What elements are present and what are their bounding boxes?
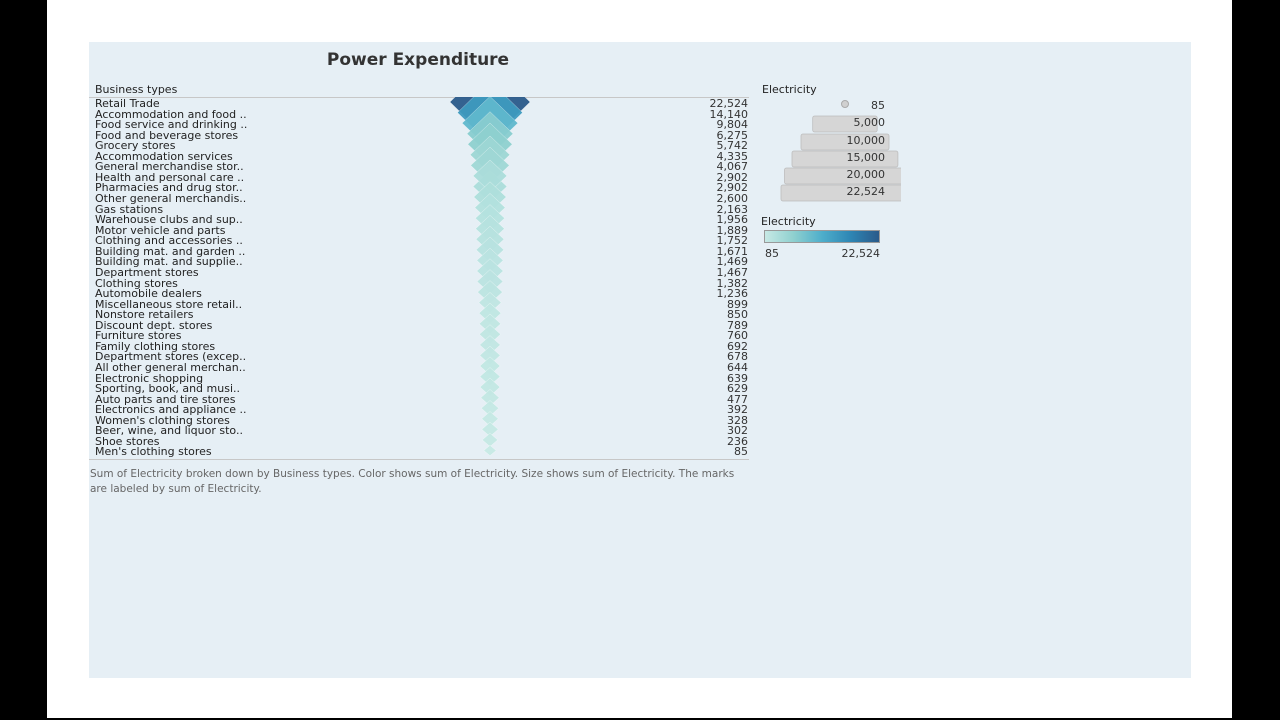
row-label[interactable]: Electronics and appliance .. — [95, 403, 247, 417]
row-value-label: 14,140 — [709, 107, 749, 121]
row-value-label: 1,467 — [716, 265, 749, 279]
row-value-label: 692 — [727, 339, 748, 353]
page: Power Expenditure Business types Retail … — [47, 0, 1232, 718]
column-header[interactable]: Business types — [95, 83, 178, 96]
row-value-label: 392 — [727, 403, 748, 417]
row-value-label: 4,335 — [716, 149, 749, 163]
size-legend-label: 20,000 — [846, 168, 886, 181]
size-legend-label: 15,000 — [846, 151, 886, 164]
row-label[interactable]: Department stores (excep.. — [95, 350, 247, 364]
row-value-label: 1,236 — [716, 287, 749, 301]
row-value-label: 1,889 — [716, 223, 749, 237]
row-value-label: 2,902 — [716, 181, 749, 195]
row-label[interactable]: Accommodation services — [95, 149, 233, 163]
row-label[interactable]: Department stores — [95, 265, 199, 279]
size-legend-marks — [780, 100, 902, 202]
color-legend-title: Electricity — [761, 215, 816, 228]
size-legend-swatch[interactable] — [791, 150, 899, 168]
size-legend-swatch[interactable] — [841, 100, 849, 108]
row-label[interactable]: Clothing and accessories .. — [95, 234, 243, 248]
row-label[interactable]: Beer, wine, and liquor sto.. — [95, 424, 243, 438]
bottom-divider — [89, 459, 749, 460]
row-label[interactable]: Electronic shopping — [95, 371, 204, 385]
color-legend-min: 85 — [765, 247, 779, 260]
row-value-label: 6,275 — [716, 128, 749, 142]
row-value-label: 85 — [734, 445, 748, 459]
row-label[interactable]: Sporting, book, and musi.. — [95, 382, 240, 396]
color-legend-max: 22,524 — [841, 247, 881, 260]
row-label[interactable]: Health and personal care .. — [95, 170, 245, 184]
row-value-label: 789 — [727, 318, 748, 332]
row-value-label: 1,469 — [716, 255, 749, 269]
row-label[interactable]: Retail Trade — [95, 97, 160, 110]
row-label[interactable]: Grocery stores — [95, 139, 176, 153]
size-legend-title: Electricity — [762, 83, 817, 96]
row-value-label: 899 — [727, 297, 748, 311]
row-label[interactable]: Clothing stores — [95, 276, 178, 290]
row-label[interactable]: Motor vehicle and parts — [95, 223, 226, 237]
row-label[interactable]: Building mat. and garden .. — [95, 244, 246, 258]
dashboard: Power Expenditure Business types Retail … — [89, 42, 1191, 678]
row-value-label: 4,067 — [716, 160, 749, 174]
row-label[interactable]: General merchandise stor.. — [95, 160, 244, 174]
row-label[interactable]: Miscellaneous store retail.. — [95, 297, 243, 311]
row-label[interactable]: Gas stations — [95, 202, 164, 216]
row-label[interactable]: Accommodation and food .. — [95, 107, 247, 121]
row-label[interactable]: Nonstore retailers — [95, 308, 194, 322]
row-label[interactable]: Building mat. and supplie.. — [95, 255, 243, 269]
row-label[interactable]: Warehouse clubs and sup.. — [95, 213, 243, 227]
row-value-label: 629 — [727, 382, 748, 396]
row-value-label: 22,524 — [709, 97, 749, 110]
row-value-label: 9,804 — [716, 118, 749, 132]
row-value-label: 850 — [727, 308, 748, 322]
chart-caption: Sum of Electricity broken down by Busine… — [90, 468, 735, 495]
header-divider — [89, 97, 749, 98]
row-value-label: 644 — [727, 361, 748, 374]
size-legend-label: 10,000 — [846, 134, 886, 147]
size-legend-swatch[interactable] — [784, 167, 902, 185]
row-label[interactable]: Family clothing stores — [95, 339, 216, 353]
row-value-label: 1,671 — [716, 244, 749, 258]
row-label[interactable]: All other general merchan.. — [95, 361, 246, 374]
row-value-label: 760 — [727, 329, 748, 343]
row-value-label: 678 — [727, 350, 748, 364]
row-value-label: 2,902 — [716, 170, 749, 184]
row-label[interactable]: Men's clothing stores — [95, 445, 212, 459]
row-value-label: 1,752 — [716, 234, 749, 248]
row-value-label: 236 — [727, 434, 748, 448]
row-value-label: 477 — [727, 392, 748, 406]
diamond-marks — [449, 97, 531, 456]
chart-title: Power Expenditure — [326, 50, 510, 70]
size-legend-label: 5,000 — [853, 116, 886, 129]
row-label[interactable]: Discount dept. stores — [95, 318, 213, 332]
row-label[interactable]: Food and beverage stores — [95, 128, 239, 142]
size-legend-label: 85 — [871, 99, 885, 112]
size-legend-swatch[interactable] — [780, 184, 901, 202]
size-legend-label: 22,524 — [846, 185, 886, 198]
row-label[interactable]: Other general merchandis.. — [95, 192, 247, 206]
row-label[interactable]: Furniture stores — [95, 329, 182, 343]
size-legend-swatch[interactable] — [812, 115, 878, 133]
row-label[interactable]: Automobile dealers — [95, 287, 202, 301]
row-label[interactable]: Women's clothing stores — [95, 413, 230, 427]
row-value-label: 1,382 — [716, 276, 749, 290]
diamond-mark[interactable] — [483, 445, 497, 456]
row-label[interactable]: Shoe stores — [95, 434, 160, 448]
row-label[interactable]: Auto parts and tire stores — [95, 392, 236, 406]
row-value-label: 328 — [727, 413, 748, 427]
row-label[interactable]: Pharmacies and drug stor.. — [95, 181, 243, 195]
row-value-label: 302 — [727, 424, 748, 438]
row-label[interactable]: Food service and drinking .. — [95, 118, 248, 132]
row-value-label: 2,600 — [716, 192, 749, 206]
size-legend-swatch[interactable] — [800, 133, 890, 151]
row-value-label: 2,163 — [716, 202, 749, 216]
diamond-mark[interactable] — [482, 433, 498, 447]
row-value-label: 5,742 — [716, 139, 749, 153]
row-value-label: 639 — [727, 371, 748, 385]
color-legend-ramp[interactable] — [764, 230, 880, 243]
row-value-label: 1,956 — [716, 213, 749, 227]
